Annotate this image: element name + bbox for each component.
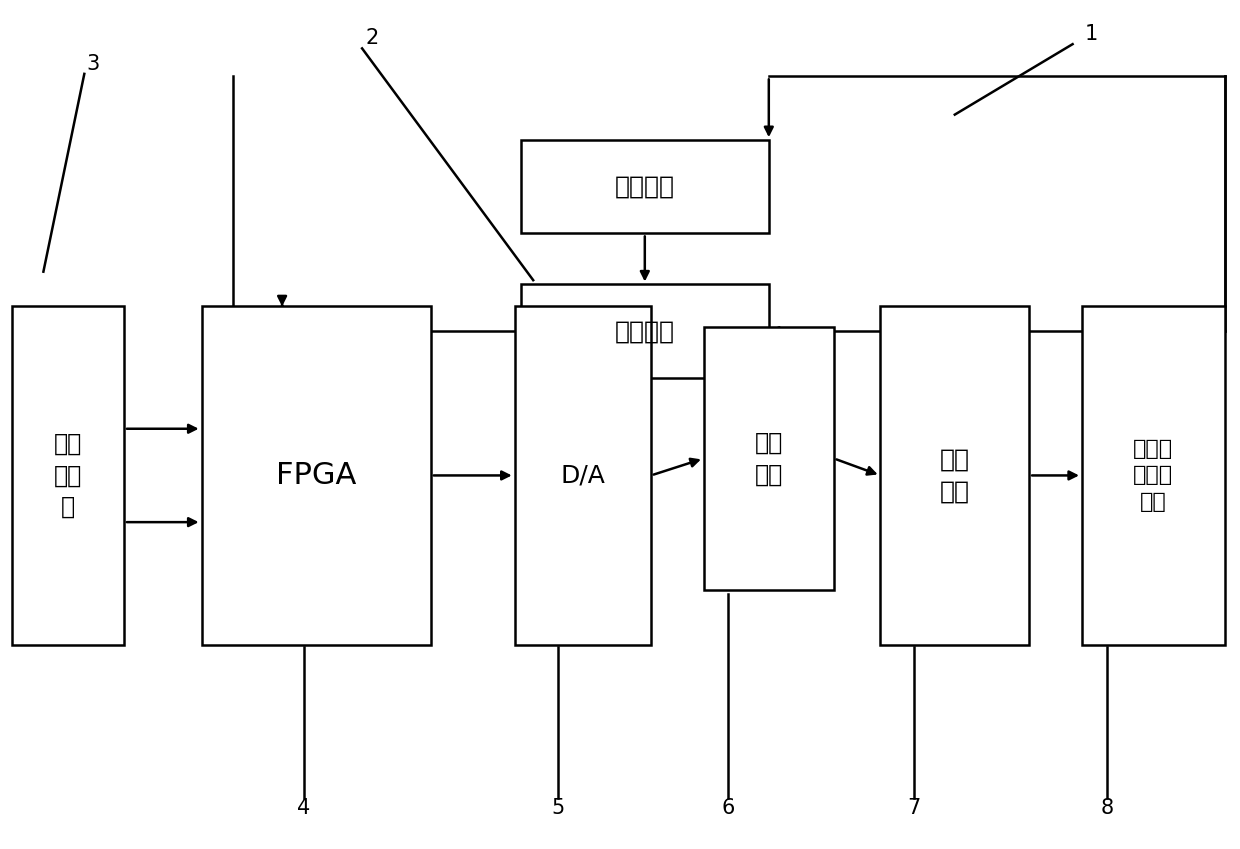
Text: D/A: D/A xyxy=(560,464,605,487)
Text: 1: 1 xyxy=(1085,24,1097,44)
Text: 5: 5 xyxy=(552,798,564,818)
Text: FPGA: FPGA xyxy=(277,461,356,490)
Text: 8: 8 xyxy=(1101,798,1114,818)
Text: 3: 3 xyxy=(87,53,99,74)
Bar xyxy=(515,306,651,645)
Bar xyxy=(880,306,1029,645)
Text: 调整电路: 调整电路 xyxy=(615,319,675,343)
Text: 外部
控制
器: 外部 控制 器 xyxy=(55,432,82,519)
Text: 7: 7 xyxy=(908,798,920,818)
Text: 压电式
超声换
能器: 压电式 超声换 能器 xyxy=(1133,439,1173,512)
Bar xyxy=(201,306,432,645)
Text: 采样电路: 采样电路 xyxy=(615,175,675,199)
Text: 功放
电路: 功放 电路 xyxy=(940,447,970,503)
Text: 4: 4 xyxy=(298,798,310,818)
Text: 2: 2 xyxy=(366,28,378,48)
Bar xyxy=(12,306,124,645)
Text: 低通
滤波: 低通 滤波 xyxy=(755,430,782,486)
Bar xyxy=(521,284,769,378)
Text: 6: 6 xyxy=(722,798,734,818)
Bar xyxy=(521,140,769,233)
Bar xyxy=(1081,306,1225,645)
Bar xyxy=(704,327,835,590)
